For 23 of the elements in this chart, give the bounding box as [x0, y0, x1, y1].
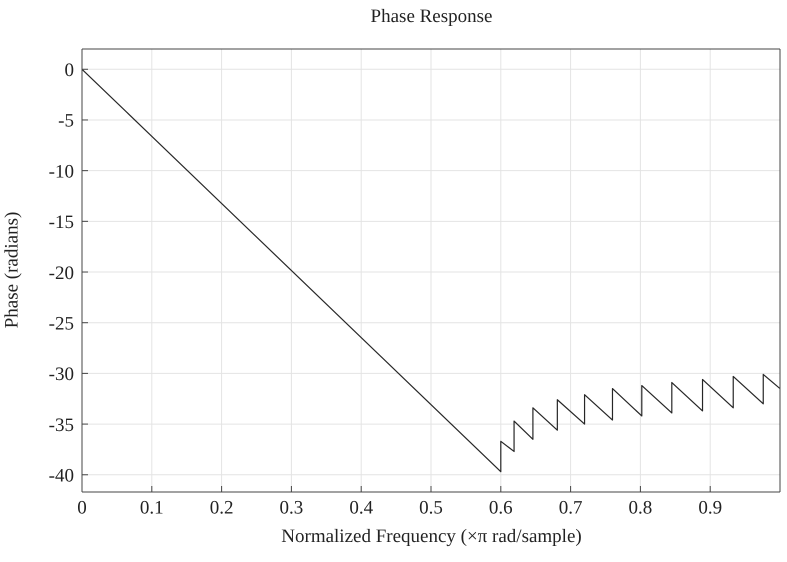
y-tick-label: -10 [48, 161, 74, 182]
x-tick-label: 0.3 [280, 497, 304, 518]
x-tick-label: 0.2 [210, 497, 234, 518]
x-tick-label: 0.1 [140, 497, 164, 518]
x-axis-title: Normalized Frequency (×π rad/sample) [280, 526, 583, 548]
x-tick-label: 0.9 [698, 497, 722, 518]
x-tick-label: 0 [77, 497, 87, 518]
y-tick-label: -25 [48, 313, 74, 334]
y-tick-label: -15 [48, 212, 74, 234]
y-axis-title: Phase (radians) [1, 212, 23, 328]
line-series [82, 68, 780, 472]
chart-title: Phase Response [370, 6, 494, 28]
x-tick-label: 0.7 [558, 497, 582, 518]
x-tick-label: 0.6 [488, 497, 513, 518]
x-tick-label: 0.8 [628, 497, 652, 518]
y-tick-label: -5 [58, 110, 74, 132]
y-tick-label: -40 [48, 466, 74, 487]
x-tick-label: 0.4 [349, 497, 374, 518]
y-tick-label: -30 [48, 364, 74, 386]
y-tick-label: 0 [64, 60, 74, 82]
x-tick-label: 0.5 [419, 497, 443, 518]
y-tick-label: -35 [48, 414, 74, 436]
y-tick-label: -20 [48, 262, 74, 284]
